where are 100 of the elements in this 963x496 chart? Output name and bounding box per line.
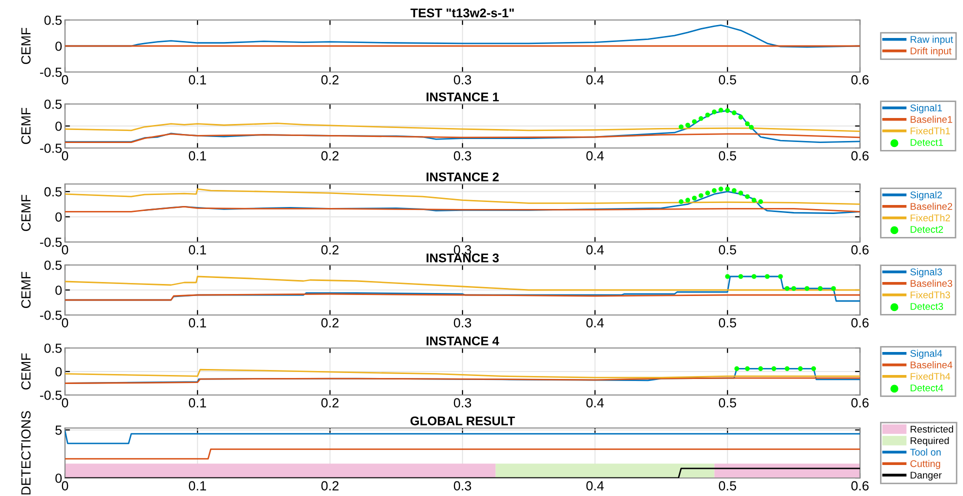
point xyxy=(758,199,764,204)
x-tick-label: 0.2 xyxy=(321,398,339,408)
chart-title: INSTANCE 3 xyxy=(426,253,499,262)
x-tick-label: 0.6 xyxy=(851,75,869,84)
point xyxy=(698,116,704,121)
text: Baseline2 xyxy=(910,202,952,210)
x-tick-label: 0 xyxy=(62,481,68,490)
text: Signal2 xyxy=(910,191,942,200)
point xyxy=(752,198,756,203)
y-tick-label: -0.5 xyxy=(40,390,62,400)
chart-title: INSTANCE 1 xyxy=(426,92,499,102)
point xyxy=(748,124,754,130)
y-tick-label: -0.5 xyxy=(40,238,62,247)
chart-title: TEST "t13w2-s-1" xyxy=(410,8,514,18)
text: Baseline1 xyxy=(910,116,952,123)
x-tick-label: 0 xyxy=(62,398,68,408)
text: FixedTh2 xyxy=(910,214,950,222)
x-tick-label: 0.6 xyxy=(851,398,869,408)
x-tick-label: 0.3 xyxy=(454,481,472,490)
legend-label: FixedTh3 xyxy=(910,291,950,298)
x-tick-label: 0.5 xyxy=(718,481,736,490)
y-tick-label: 0 xyxy=(55,474,62,483)
y-tick-label: -0.5 xyxy=(40,144,62,153)
text: Signal4 xyxy=(910,350,942,359)
legend-label: Baseline3 xyxy=(910,280,952,287)
x-tick-label: 0 xyxy=(62,75,68,84)
y-tick-label: 0.5 xyxy=(44,344,62,353)
x-tick-label: 0.6 xyxy=(851,318,869,328)
x-tick-label: 0.1 xyxy=(188,318,206,328)
x-tick-label: 0.6 xyxy=(851,151,869,160)
y-tick-label: 0 xyxy=(55,286,62,295)
x-tick-label: 0.2 xyxy=(321,318,339,328)
legend-label: Required xyxy=(910,436,949,446)
x-tick-label: 0.6 xyxy=(851,245,869,254)
y-tick-label: -0.5 xyxy=(40,310,62,320)
x-tick-label: 0.5 xyxy=(718,75,736,84)
y-tick-label: 0.5 xyxy=(44,16,62,25)
y-axis-title: CEMF xyxy=(21,272,31,308)
chart-title: INSTANCE 4 xyxy=(426,336,500,346)
point xyxy=(744,121,750,126)
x-tick-label: 0.4 xyxy=(586,398,604,408)
line-series xyxy=(65,188,860,205)
chart-title: INSTANCE 2 xyxy=(426,172,499,182)
y-tick-label: 0.5 xyxy=(44,187,62,196)
line-series xyxy=(65,133,860,143)
x-tick-label: 0.3 xyxy=(454,151,472,160)
x-tick-label: 0.1 xyxy=(188,245,206,254)
point xyxy=(678,124,684,130)
x-tick-label: 0.5 xyxy=(718,151,736,160)
x-tick-label: 0.4 xyxy=(586,75,604,84)
x-tick-label: 0.3 xyxy=(454,245,472,254)
legend-label: Detect3 xyxy=(910,302,944,310)
y-tick-label: 5 xyxy=(55,426,62,435)
point xyxy=(685,122,690,128)
x-tick-label: 0.2 xyxy=(321,245,339,254)
text: Signal1 xyxy=(910,104,942,114)
point xyxy=(738,190,744,196)
text: FixedTh4 xyxy=(910,372,950,380)
point xyxy=(705,190,710,196)
y-tick-label: 0 xyxy=(55,212,62,222)
x-tick-label: 0.5 xyxy=(718,318,736,328)
point xyxy=(698,193,704,198)
y-axis-title: CEMF xyxy=(21,28,31,64)
x-tick-label: 0.2 xyxy=(321,481,339,490)
x-tick-label: 0.1 xyxy=(188,481,206,490)
legend-label: Raw input xyxy=(910,36,954,45)
point xyxy=(725,186,730,192)
point xyxy=(718,108,724,113)
text: Detect4 xyxy=(910,384,944,392)
point xyxy=(732,110,737,116)
x-tick-label: 0.4 xyxy=(586,318,604,328)
x-tick-label: 0.5 xyxy=(718,245,736,254)
x-tick-label: 0 xyxy=(62,245,68,254)
point xyxy=(725,108,730,113)
point xyxy=(705,112,710,118)
x-tick-label: 0.3 xyxy=(454,398,472,408)
x-tick-label: 0.1 xyxy=(188,398,206,408)
point xyxy=(718,186,724,192)
point xyxy=(685,198,690,203)
y-axis-title: DETECTIONS xyxy=(21,411,31,494)
x-tick-label: 0.2 xyxy=(321,75,339,84)
x-tick-label: 0.5 xyxy=(718,398,736,408)
x-tick-label: 0.1 xyxy=(188,151,206,160)
x-tick-label: 0.3 xyxy=(454,75,472,84)
y-tick-label: 0.5 xyxy=(44,100,62,109)
x-tick-label: 0.3 xyxy=(454,318,472,328)
y-axis-title: CEMF xyxy=(21,353,31,390)
y-tick-label: 0 xyxy=(55,42,62,51)
chart-title: GLOBAL RESULT xyxy=(410,416,515,426)
y-axis-title: CEMF xyxy=(21,108,31,144)
x-tick-label: 0.2 xyxy=(321,151,339,160)
legend-label: Tool on xyxy=(910,448,941,456)
point xyxy=(744,194,750,200)
y-tick-label: 0 xyxy=(55,122,62,131)
x-tick-label: 0.4 xyxy=(586,151,604,160)
legend-label: Danger xyxy=(910,472,942,481)
legend-label: Signal3 xyxy=(910,268,942,278)
x-tick-label: 0 xyxy=(62,151,68,160)
point xyxy=(692,119,697,124)
y-tick-label: 0.5 xyxy=(44,260,62,270)
